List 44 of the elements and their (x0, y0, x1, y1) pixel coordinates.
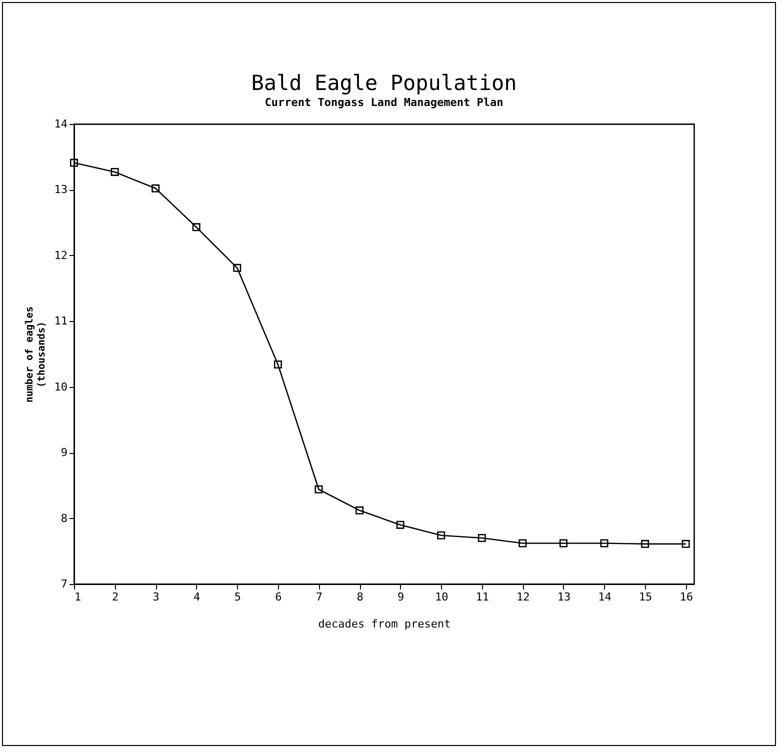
point (682, 540, 690, 548)
x-tick-label: 12 (516, 590, 530, 604)
x-tick-label: 15 (638, 590, 652, 604)
x-tick-label: 5 (234, 590, 241, 604)
chart-title: Bald Eagle Population (251, 71, 517, 95)
point (559, 539, 568, 548)
point (70, 158, 78, 167)
point (192, 223, 200, 232)
point (437, 531, 446, 540)
y-tick-label: 11 (54, 314, 68, 328)
point (152, 184, 160, 192)
y-tick-label: 10 (54, 380, 68, 394)
x-tick-label: 6 (275, 590, 282, 604)
y-tick-label: 14 (54, 118, 68, 130)
x-tick-label: 13 (557, 590, 571, 604)
x-tick-label: 8 (356, 590, 364, 604)
y-tick-label: 13 (54, 183, 68, 196)
x-tick-label: 7 (316, 590, 323, 604)
point (600, 539, 608, 548)
chart-subtitle: Current Tongass Land Management Plan (264, 96, 504, 109)
x-tick-label: 3 (152, 590, 160, 604)
point (396, 520, 404, 529)
point (110, 168, 119, 176)
point (314, 485, 323, 494)
point (233, 264, 242, 272)
x-tick-label: 11 (476, 590, 490, 604)
point (274, 360, 282, 369)
y-tick-label: 7 (60, 578, 68, 590)
x-tick-label: 14 (598, 590, 612, 604)
y-tick-label: 8 (60, 512, 68, 525)
x-tick-label: 9 (398, 590, 404, 604)
x-axis-title: decades from present (318, 618, 451, 630)
point (478, 534, 486, 542)
x-tick-label: 4 (194, 590, 201, 604)
point (356, 506, 364, 514)
x-tick-label: 2 (112, 590, 119, 604)
y-axis-title: number of eagles (thousands) (24, 306, 48, 403)
y-tick-label: 12 (54, 248, 68, 262)
x-tick-label: 1 (74, 590, 82, 604)
point (641, 540, 650, 548)
point (518, 539, 527, 548)
y-tick-label: 9 (60, 446, 68, 460)
x-tick-label: 10 (434, 590, 448, 604)
x-tick-label: 16 (680, 590, 693, 604)
